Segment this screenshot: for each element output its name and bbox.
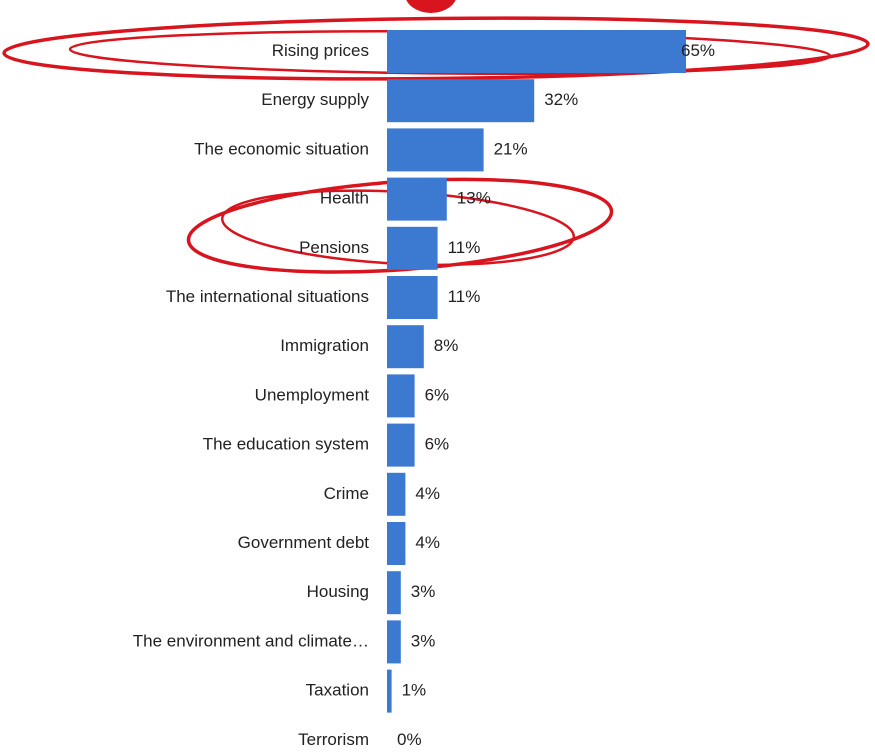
category-label: Crime (324, 484, 369, 503)
value-label: 3% (411, 582, 436, 601)
value-label: 65% (681, 41, 715, 60)
value-label: 0% (397, 730, 422, 749)
value-label: 21% (494, 139, 528, 158)
bar-the-economic-situation (387, 128, 484, 172)
value-label: 4% (415, 484, 440, 503)
bar-series (387, 30, 686, 713)
category-label: The education system (203, 435, 369, 454)
value-label: 8% (434, 336, 459, 355)
bar-immigration (387, 325, 424, 369)
value-label: 13% (457, 189, 491, 208)
highlight-ring-top-outer (2, 16, 870, 81)
bar-the-environment-and-climate (387, 620, 401, 664)
bar-energy-supply (387, 79, 535, 123)
category-label: Government debt (238, 533, 370, 552)
category-label: Housing (307, 582, 369, 601)
value-label: 4% (415, 533, 440, 552)
category-label: Pensions (299, 238, 369, 257)
red-marker-blob (406, 0, 456, 13)
bar-unemployment (387, 374, 415, 418)
bar-housing (387, 571, 401, 615)
category-label: Health (320, 189, 369, 208)
value-label: 3% (411, 631, 436, 650)
category-label: Terrorism (298, 730, 369, 749)
value-label: 11% (448, 287, 481, 306)
category-label: Taxation (306, 681, 369, 700)
label-layer: Rising prices 65% Energy supply 32% The econ… (133, 41, 715, 749)
category-label: Unemployment (255, 385, 370, 404)
value-label: 1% (402, 681, 427, 700)
category-label: Rising prices (272, 41, 369, 60)
category-label: The environment and climate… (133, 631, 369, 650)
category-label: The international situations (166, 287, 369, 306)
category-label: Immigration (280, 336, 369, 355)
bar-rising-prices (387, 30, 686, 73)
value-label: 6% (425, 435, 450, 454)
bar-the-international-situations (387, 276, 438, 319)
value-label: 11% (448, 238, 481, 257)
category-label: Energy supply (261, 90, 369, 109)
bar-crime (387, 472, 406, 516)
category-label: The economic situation (194, 139, 369, 158)
value-label: 32% (544, 90, 578, 109)
bar-health (387, 177, 447, 221)
value-label: 6% (425, 385, 450, 404)
bar-government-debt (387, 522, 406, 565)
bar-taxation (387, 669, 392, 713)
highlight-overlay (406, 0, 456, 13)
bar-pensions (387, 226, 438, 270)
bar-the-education-system (387, 423, 415, 467)
